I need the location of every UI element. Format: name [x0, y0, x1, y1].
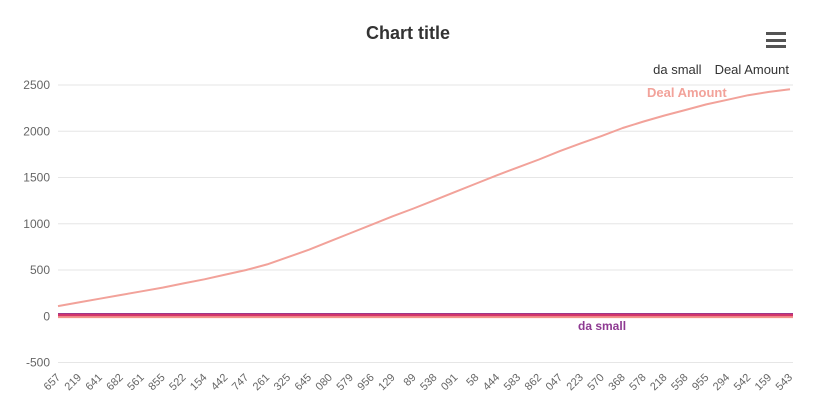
y-axis-label: -500 — [26, 356, 50, 370]
x-axis-label: 542 — [732, 372, 753, 393]
series-label-deal-amount: Deal Amount — [647, 85, 727, 100]
x-axis-label: 442 — [209, 372, 230, 393]
x-axis-label: 091 — [439, 372, 460, 393]
chart-title: Chart title — [365, 23, 450, 43]
x-axis-label: 538 — [418, 372, 439, 393]
x-axis-label: 159 — [753, 372, 774, 393]
x-axis-label: 294 — [711, 372, 732, 393]
x-axis-label: 578 — [627, 372, 648, 393]
x-axis-label: 579 — [334, 372, 355, 393]
x-axis-label: 218 — [648, 372, 669, 393]
x-axis-label: 58 — [464, 372, 481, 389]
x-axis-label: 747 — [230, 372, 251, 393]
x-axis-label: 583 — [502, 372, 523, 393]
x-axis-label: 154 — [188, 372, 209, 393]
x-axis-label: 855 — [146, 372, 167, 393]
x-axis-label: 261 — [251, 372, 272, 393]
y-axis-label: 0 — [43, 309, 50, 323]
x-axis-label: 657 — [42, 372, 63, 393]
legend-item-deal-amount[interactable]: Deal Amount — [714, 62, 789, 77]
x-axis-label: 129 — [376, 372, 397, 393]
x-axis-label: 522 — [167, 372, 188, 393]
hamburger-icon — [766, 38, 786, 42]
hamburger-icon — [766, 45, 786, 48]
y-axis-label: 500 — [30, 263, 50, 277]
x-axis-label: 558 — [669, 372, 690, 393]
x-axis-label: 561 — [125, 372, 146, 393]
x-axis-label: 641 — [83, 372, 104, 393]
x-axis-label: 862 — [523, 372, 544, 393]
x-axis-label: 219 — [63, 372, 84, 393]
hamburger-icon — [766, 32, 786, 35]
x-axis-label: 444 — [481, 372, 502, 393]
x-axis-label: 368 — [606, 372, 627, 393]
x-axis-label: 080 — [314, 372, 335, 393]
y-axis-label: 2000 — [23, 124, 50, 138]
x-axis-label: 325 — [272, 372, 293, 393]
y-axis-label: 2500 — [23, 78, 50, 92]
legend-item-da-small[interactable]: da small — [653, 62, 702, 77]
x-axis-label: 543 — [774, 372, 795, 393]
x-axis-label: 682 — [104, 372, 125, 393]
x-axis-label: 570 — [585, 372, 606, 393]
context-menu-button[interactable] — [766, 31, 788, 49]
x-axis-label: 223 — [565, 372, 586, 393]
x-axis-label: 89 — [402, 372, 419, 389]
deal-amount-series-line — [57, 88, 791, 308]
x-axis-label: 047 — [544, 372, 565, 393]
series-label-da-small: da small — [578, 319, 627, 333]
x-axis-label: 955 — [690, 372, 711, 393]
y-axis-label: 1000 — [23, 217, 50, 231]
legend: da small Deal Amount — [653, 62, 789, 77]
x-axis-label: 645 — [293, 372, 314, 393]
y-axis-label: 1500 — [23, 171, 50, 185]
x-axis-label: 956 — [355, 372, 376, 393]
